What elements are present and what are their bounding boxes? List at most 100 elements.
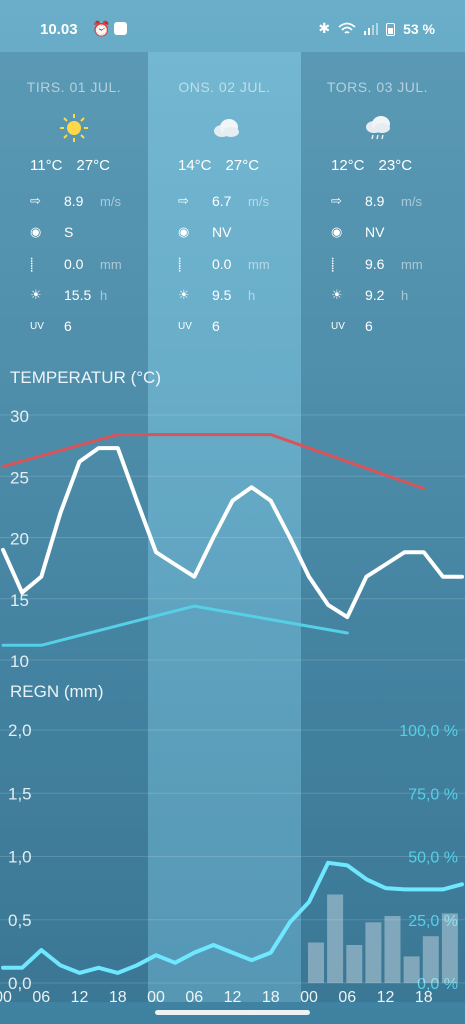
day-column-3 xyxy=(301,52,465,1002)
probability-tick-label: 100,0 % xyxy=(399,723,458,740)
raindrop-icon: ⸽ xyxy=(30,257,34,272)
compass-icon: ◉ xyxy=(331,224,343,239)
temperature-title: TEMPERATUR (°C) xyxy=(10,368,161,387)
day-title: TORS. 03 JUL. xyxy=(326,79,429,95)
hour-label: 06 xyxy=(32,989,50,1006)
rain-row: ⸽ 0.0 mm xyxy=(30,254,122,274)
hour-label: 18 xyxy=(109,989,127,1006)
temp-tick-label: 15 xyxy=(10,591,29,610)
wind-unit: m/s xyxy=(100,193,121,209)
rain-row: ⸽ 9.6 mm xyxy=(331,254,423,274)
gesture-bar[interactable] xyxy=(155,1010,310,1015)
status-right: ✱ 53 % xyxy=(318,20,435,37)
sun-small-icon: ☀ xyxy=(178,287,190,302)
rain-bar xyxy=(346,945,363,983)
rain-unit: mm xyxy=(248,256,270,272)
uv-value: 6 xyxy=(64,318,72,334)
sun-icon xyxy=(60,114,88,142)
rain-value: 0.0 xyxy=(212,256,232,272)
uv-icon: UV xyxy=(331,320,345,332)
wind-direction-row: ◉ NV xyxy=(178,222,248,242)
rain-tick-label: 0,0 xyxy=(8,974,32,993)
rain-tick-label: 0,5 xyxy=(8,911,32,930)
rain-cloud-icon xyxy=(366,116,390,140)
rain-value: 9.6 xyxy=(365,256,385,272)
precipitation-line xyxy=(1,860,464,975)
max-temp: 23°C xyxy=(378,157,413,174)
wind-unit: m/s xyxy=(248,193,269,209)
uv-icon: UV xyxy=(30,320,44,332)
raindrop-icon: ⸽ xyxy=(178,257,182,272)
wind-icon: ⇨ xyxy=(331,193,342,208)
day-temps: 14°C 27°C xyxy=(178,157,273,174)
rain-bar xyxy=(422,936,439,983)
wind-value: 6.7 xyxy=(212,193,232,209)
hour-label: 12 xyxy=(224,989,242,1006)
probability-tick-label: 0,0 % xyxy=(417,976,458,993)
wind-value: 8.9 xyxy=(365,193,385,209)
signal-icon xyxy=(364,22,379,35)
probability-tick-label: 50,0 % xyxy=(408,850,458,867)
hour-label: 06 xyxy=(338,989,356,1006)
wind-value: 8.9 xyxy=(64,193,84,209)
status-time: 10.03 xyxy=(40,21,78,38)
probability-tick-label: 25,0 % xyxy=(408,913,458,930)
min-temp: 12°C xyxy=(331,157,365,174)
min-temp: 11°C xyxy=(30,157,63,174)
rain-title: REGN (mm) xyxy=(10,682,104,701)
uv-value: 6 xyxy=(212,318,220,334)
day-column-2 xyxy=(148,52,301,1002)
sun-hours-row: ☀ 9.2 h xyxy=(331,285,408,305)
compass-icon: ◉ xyxy=(178,224,190,239)
wind-icon: ⇨ xyxy=(30,193,41,208)
hour-label: 00 xyxy=(0,989,12,1006)
temp-tick-label: 20 xyxy=(10,530,29,549)
max-temp: 27°C xyxy=(76,157,110,174)
wind-row: ⇨ 8.9 m/s xyxy=(331,191,422,211)
hour-label: 06 xyxy=(185,989,203,1006)
min-temp-line xyxy=(1,604,349,647)
hour-label: 12 xyxy=(377,989,395,1006)
rain-value: 0.0 xyxy=(64,256,84,272)
wind-unit: m/s xyxy=(401,193,422,209)
sun-unit: h xyxy=(248,287,256,303)
sun-hours: 9.2 xyxy=(365,287,385,303)
wind-direction-row: ◉ NV xyxy=(331,222,401,242)
rain-bar xyxy=(384,916,401,983)
wind-row: ⇨ 8.9 m/s xyxy=(30,191,121,211)
day-temps: 12°C 23°C xyxy=(331,157,426,174)
sun-hours-row: ☀ 9.5 h xyxy=(178,285,255,305)
day-temps: 11°C 27°C xyxy=(30,157,124,174)
wind-row: ⇨ 6.7 m/s xyxy=(178,191,269,211)
sun-small-icon: ☀ xyxy=(331,287,343,302)
sun-hours: 9.5 xyxy=(212,287,232,303)
rain-bar xyxy=(403,956,420,983)
uv-row: UV 6 xyxy=(30,316,100,336)
sun-unit: h xyxy=(100,287,108,303)
battery-percent: 53 % xyxy=(403,20,435,37)
raindrop-icon: ⸽ xyxy=(331,257,335,272)
day-title: TIRS. 01 JUL. xyxy=(26,79,122,95)
rain-unit: mm xyxy=(100,256,122,272)
rain-tick-label: 1,5 xyxy=(8,784,32,803)
bluetooth-icon: ✱ xyxy=(318,20,331,36)
rain-bar xyxy=(441,913,458,983)
wind-direction: S xyxy=(64,224,74,240)
probability-tick-label: 75,0 % xyxy=(408,786,458,803)
temperature-line xyxy=(1,446,464,620)
cloud-icon xyxy=(213,119,239,137)
notification-icon xyxy=(114,22,127,35)
temp-tick-label: 10 xyxy=(10,652,29,671)
wind-icon: ⇨ xyxy=(178,193,189,208)
compass-icon: ◉ xyxy=(30,224,42,239)
rain-tick-label: 1,0 xyxy=(8,848,32,867)
battery-icon xyxy=(386,22,396,36)
wind-direction: NV xyxy=(212,224,232,240)
status-bar: 10.03 ⏰ ✱ 53 % xyxy=(0,0,465,52)
day-title: ONS. 02 JUL. xyxy=(178,79,271,95)
wifi-icon xyxy=(338,22,356,34)
temp-tick-label: 25 xyxy=(10,468,29,487)
rain-bar xyxy=(365,922,382,983)
sun-hours-row: ☀ 15.5 h xyxy=(30,285,107,305)
wind-direction: NV xyxy=(365,224,385,240)
